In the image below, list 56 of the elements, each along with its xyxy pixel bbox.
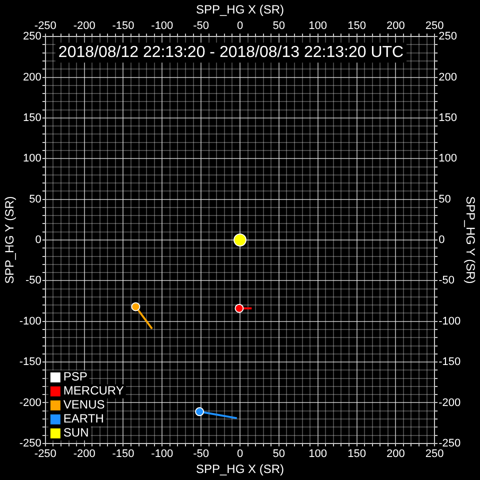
y-tick-label: 100 [23, 152, 42, 165]
y-tick-label: 0 [35, 234, 42, 246]
point [195, 407, 204, 416]
x2-tick-label: -100 [151, 448, 174, 460]
y2-tick-label: 150 [438, 112, 457, 124]
y2-tick-label: 50 [438, 193, 451, 206]
point [131, 302, 140, 312]
y-axis-title: SPP_HG Y (SR) [2, 196, 17, 284]
x-tick-label: 0 [236, 20, 244, 32]
point [234, 304, 244, 313]
y-tick-label: -50 [26, 274, 42, 287]
y-tick-label: -200 [19, 396, 42, 409]
x-tick-label: 150 [348, 20, 366, 32]
y-tick-label: 200 [23, 71, 42, 84]
x2-tick-label: 150 [348, 448, 366, 460]
point [234, 234, 246, 246]
y-tick-label: -100 [19, 315, 42, 328]
x2-tick-label: 250 [425, 448, 444, 460]
chart-title: 2018/08/12 22:13:20 - 2018/08/13 22:13:20 UTC [58, 44, 404, 62]
x-tick-label: 50 [272, 20, 286, 32]
y-tick-label: -150 [19, 356, 42, 368]
y2-tick-label: -50 [438, 274, 454, 287]
legend-label: PSP [63, 370, 88, 384]
y2-axis-title: SPP_HG Y (SR) [463, 196, 478, 284]
y2-tick-label: -200 [438, 396, 461, 409]
x2-tick-label: 200 [386, 448, 405, 460]
x2-tick-label: 50 [272, 448, 286, 460]
x-tick-label: -150 [112, 20, 134, 32]
x-tick-label: 250 [425, 20, 444, 32]
x2-tick-label: -50 [193, 448, 210, 460]
y2-tick-label: 250 [438, 30, 457, 43]
y2-tick-label: -250 [438, 437, 461, 450]
x-axis-title: SPP_HG X (SR) [196, 462, 284, 476]
y-tick-label: 150 [23, 112, 42, 124]
x-tick-label: 100 [308, 20, 328, 32]
x2-axis-title: SPP_HG X (SR) [196, 2, 284, 17]
y2-tick-label: -100 [438, 315, 461, 328]
y2-tick-label: 0 [438, 234, 445, 246]
x-tick-label: -100 [151, 20, 174, 32]
x-tick-label: 200 [386, 20, 405, 32]
y-tick-label: 50 [29, 193, 42, 206]
x2-tick-label: -200 [73, 448, 96, 460]
legend-label: EARTH [63, 412, 104, 426]
legend-label: VENUS [63, 398, 105, 412]
y-tick-label: -250 [19, 437, 42, 450]
y-tick-label: 250 [23, 30, 42, 43]
legend-label: MERCURY [63, 384, 124, 398]
x2-tick-label: -150 [112, 448, 134, 460]
y2-tick-label: -150 [438, 356, 461, 368]
x-tick-label: -50 [193, 20, 210, 32]
x-tick-label: -200 [73, 20, 96, 32]
x2-tick-label: 0 [236, 448, 244, 460]
y2-tick-label: 200 [438, 71, 457, 84]
x2-tick-label: 100 [308, 448, 328, 460]
y2-tick-label: 100 [438, 152, 457, 165]
legend-label: SUN [63, 426, 89, 440]
